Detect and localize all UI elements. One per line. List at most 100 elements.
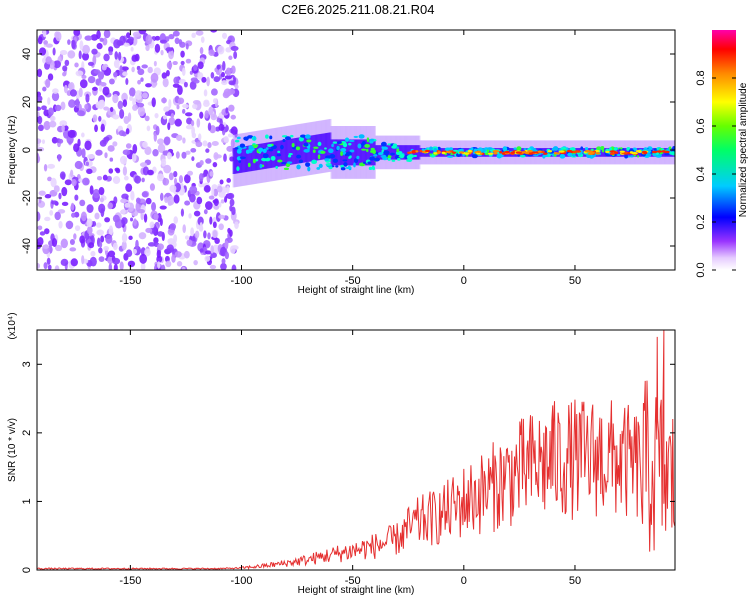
noise-blob xyxy=(227,88,236,95)
ridge-hotspot xyxy=(584,150,591,153)
snr-panel: -150 -100 -50 0 50 0 1 2 3 Height of straight li… xyxy=(7,312,676,596)
band-core xyxy=(501,148,504,157)
band-blob xyxy=(357,143,362,149)
band-blob xyxy=(296,154,302,159)
band-core xyxy=(418,145,421,160)
noise-blob xyxy=(207,142,212,149)
noise-blob xyxy=(42,244,50,249)
band-core xyxy=(254,144,258,171)
y-tick-label: 2 xyxy=(21,430,33,436)
noise-blob xyxy=(220,199,225,204)
noise-blob xyxy=(190,147,197,153)
spectrogram-y-label: Frequency (Hz) xyxy=(7,116,18,185)
noise-blob xyxy=(163,136,171,146)
band-blob xyxy=(281,162,287,165)
noise-blob xyxy=(81,148,86,159)
noise-blob xyxy=(79,79,88,89)
noise-blob xyxy=(71,178,77,187)
noise-blob xyxy=(205,158,212,164)
noise-blob xyxy=(47,176,52,182)
band-core xyxy=(454,148,458,157)
noise-blob xyxy=(222,32,228,39)
noise-blob xyxy=(46,257,51,265)
noise-blob xyxy=(157,261,161,269)
noise-blob xyxy=(229,198,235,207)
noise-blob xyxy=(53,60,61,69)
noise-blob xyxy=(101,64,107,71)
band-blob xyxy=(629,155,634,158)
noise-blob xyxy=(202,140,208,147)
noise-blob xyxy=(128,95,134,101)
band-core xyxy=(403,145,406,160)
noise-blob xyxy=(130,217,134,222)
noise-blob xyxy=(74,160,83,170)
noise-blob xyxy=(166,244,174,253)
band-core xyxy=(617,148,620,157)
band-blob xyxy=(391,159,396,162)
noise-blob xyxy=(112,141,118,147)
band-core xyxy=(366,139,369,166)
noise-blob xyxy=(184,174,191,184)
band-blob xyxy=(580,146,584,150)
noise-blob xyxy=(169,223,177,231)
noise-blob xyxy=(134,90,143,100)
noise-blob xyxy=(42,30,47,38)
noise-blob xyxy=(231,264,237,270)
noise-blob xyxy=(108,46,114,53)
band-core xyxy=(241,146,244,173)
band-core xyxy=(259,143,262,170)
band-blob xyxy=(429,153,432,156)
noise-blob xyxy=(138,30,147,35)
noise-blob xyxy=(119,261,124,270)
band-blob xyxy=(366,148,369,153)
noise-blob xyxy=(98,85,103,92)
band-blob xyxy=(336,141,342,144)
band-blob xyxy=(533,154,539,157)
noise-blob xyxy=(112,242,118,251)
noise-blob xyxy=(204,110,209,119)
band-blob xyxy=(328,148,334,154)
noise-blob xyxy=(87,154,95,159)
noise-blob xyxy=(196,118,201,128)
noise-blob xyxy=(167,122,171,131)
band-core xyxy=(601,148,604,157)
band-core xyxy=(351,139,354,166)
ridge-hotspot xyxy=(452,151,456,154)
band-core xyxy=(281,140,284,167)
noise-blob xyxy=(193,260,198,266)
band-blob xyxy=(348,139,355,143)
band-blob xyxy=(306,139,312,143)
noise-blob xyxy=(125,143,132,149)
band-core xyxy=(268,142,271,169)
noise-blob xyxy=(137,106,146,117)
band-blob xyxy=(542,154,546,159)
noise-blob xyxy=(157,231,164,237)
x-tick-label: -100 xyxy=(231,575,253,587)
snr-series-line xyxy=(37,330,675,570)
noise-blob xyxy=(112,114,120,120)
noise-blob xyxy=(184,200,191,206)
noise-blob xyxy=(141,92,148,99)
noise-blob xyxy=(157,143,166,154)
ridge-hotspot xyxy=(487,152,494,155)
noise-blob xyxy=(220,262,227,270)
band-core xyxy=(344,139,348,166)
noise-blob xyxy=(104,152,108,159)
band-core xyxy=(283,139,286,166)
noise-blob xyxy=(181,266,186,270)
band-blob xyxy=(284,136,292,141)
band-blob xyxy=(373,154,378,157)
snr-scale-label: (x10⁴) xyxy=(7,312,18,339)
noise-blob xyxy=(199,159,204,166)
ridge-hotspot xyxy=(595,152,601,155)
noise-blob xyxy=(150,72,159,83)
noise-blob xyxy=(204,250,212,255)
x-tick-label: -100 xyxy=(231,275,253,287)
noise-blob xyxy=(173,194,180,204)
band-blob xyxy=(560,153,565,158)
noise-blob xyxy=(125,249,133,257)
noise-blob xyxy=(210,30,218,33)
noise-blob xyxy=(96,42,103,50)
noise-blob xyxy=(195,141,203,148)
